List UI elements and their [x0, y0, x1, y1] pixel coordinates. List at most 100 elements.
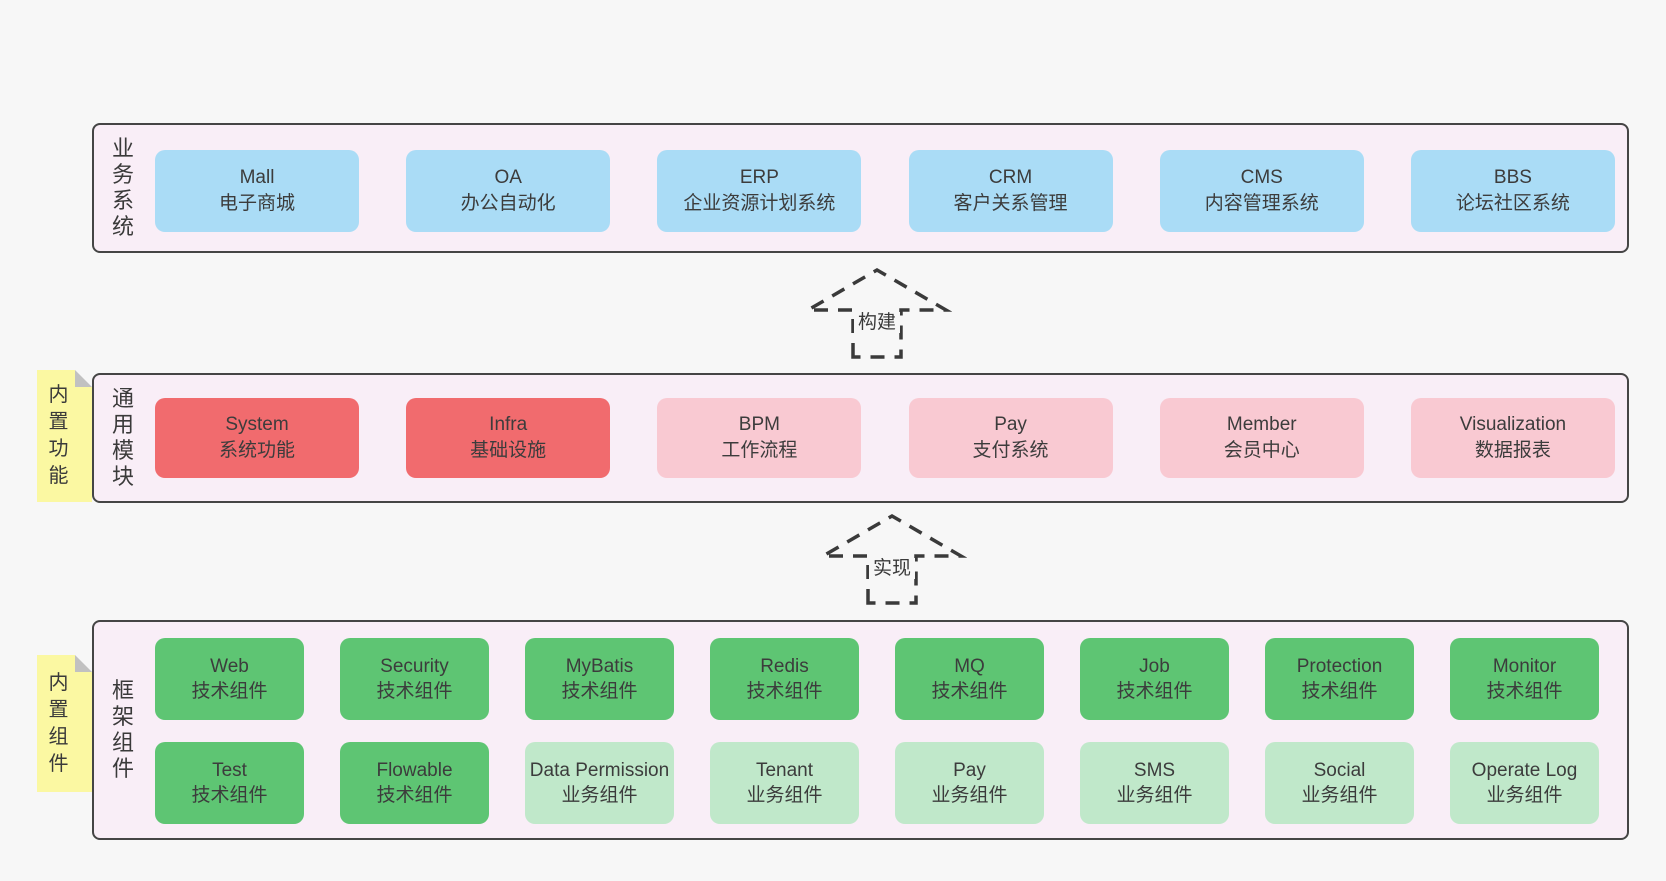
box-desc: 业务组件	[1486, 785, 1563, 806]
box-name: BBS	[1493, 167, 1532, 188]
box-bpm: BPM 工作流程	[657, 398, 862, 478]
box-erp: ERP 企业资源计划系统	[657, 150, 862, 232]
box-desc: 办公自动化	[460, 193, 556, 214]
box-visualization: Visualization 数据报表	[1410, 398, 1615, 478]
box-desc: 技术组件	[931, 681, 1008, 702]
box-desc: 系统功能	[218, 440, 295, 461]
box-desc: 论坛社区系统	[1455, 193, 1570, 214]
box-desc: 业务组件	[1116, 785, 1193, 806]
box-monitor: Monitor 技术组件	[1450, 638, 1599, 720]
box-desc: 业务组件	[1301, 785, 1378, 806]
box-name: ERP	[739, 167, 779, 188]
box-name: CRM	[988, 167, 1033, 188]
box-desc: 企业资源计划系统	[683, 193, 836, 214]
box-social: Social 业务组件	[1265, 742, 1414, 824]
box-member: Member 会员中心	[1159, 398, 1364, 478]
box-tenant: Tenant 业务组件	[710, 742, 859, 824]
box-name: Pay	[994, 414, 1027, 435]
box-desc: 内容管理系统	[1204, 193, 1319, 214]
box-name: MyBatis	[565, 656, 634, 677]
box-security: Security 技术组件	[340, 638, 489, 720]
box-desc: 客户关系管理	[953, 193, 1068, 214]
box-desc: 基础设施	[470, 440, 547, 461]
sticky-note-builtin-features: 内置功能	[37, 370, 92, 502]
box-name: Pay	[953, 760, 986, 781]
box-operate-log: Operate Log 业务组件	[1450, 742, 1599, 824]
box-redis: Redis 技术组件	[710, 638, 859, 720]
components-row-1: Web 技术组件 Security 技术组件 MyBatis 技术组件 Redis 技术组件 M…	[155, 638, 1599, 720]
box-name: Infra	[489, 414, 528, 435]
sticky-note-text: 内置组件	[48, 671, 69, 775]
box-name: OA	[494, 167, 522, 188]
arrow-build: 构建	[802, 262, 952, 359]
box-infra: Infra 基础设施	[406, 398, 611, 478]
modules-boxes-row: System 系统功能 Infra 基础设施 BPM 工作流程 Pay 支付系统 Member 会…	[155, 398, 1615, 478]
section-common-modules: 通用模块 System 系统功能 Infra 基础设施 BPM 工作流程 Pay 支付系统 Me…	[92, 373, 1629, 503]
arrow-label: 实现	[868, 558, 916, 579]
box-data-permission: Data Permission 业务组件	[525, 742, 674, 824]
box-desc: 技术组件	[191, 785, 268, 806]
box-desc: 数据报表	[1474, 440, 1551, 461]
box-cms: CMS 内容管理系统	[1159, 150, 1364, 232]
box-desc: 业务组件	[931, 785, 1008, 806]
section-label-text: 业务系统	[111, 136, 134, 239]
dashed-up-arrow-icon	[802, 267, 952, 359]
box-crm: CRM 客户关系管理	[908, 150, 1113, 232]
box-name: Data Permission	[529, 760, 670, 781]
box-system: System 系统功能	[155, 398, 359, 478]
box-sms: SMS 业务组件	[1080, 742, 1229, 824]
box-desc: 技术组件	[376, 681, 453, 702]
components-row-2: Test 技术组件 Flowable 技术组件 Data Permission 业务组件 T…	[155, 742, 1599, 824]
box-name: Test	[212, 760, 247, 781]
box-pay: Pay 业务组件	[895, 742, 1044, 824]
section-label-business: 业务系统	[94, 125, 152, 251]
box-name: Flowable	[376, 760, 453, 781]
sticky-note-text: 内置功能	[48, 384, 69, 487]
box-name: Visualization	[1459, 414, 1567, 435]
box-name: Member	[1226, 414, 1297, 435]
box-test: Test 技术组件	[155, 742, 304, 824]
box-desc: 技术组件	[1116, 681, 1193, 702]
box-desc: 支付系统	[972, 440, 1049, 461]
section-label-components: 框架组件	[94, 622, 152, 838]
folded-corner-icon	[75, 370, 92, 387]
box-mall: Mall 电子商城	[155, 150, 359, 232]
box-name: Monitor	[1492, 656, 1557, 677]
box-desc: 技术组件	[191, 681, 268, 702]
box-flowable: Flowable 技术组件	[340, 742, 489, 824]
box-name: Social	[1313, 760, 1366, 781]
box-desc: 技术组件	[561, 681, 638, 702]
box-desc: 技术组件	[746, 681, 823, 702]
box-bbs: BBS 论坛社区系统	[1410, 150, 1615, 232]
box-mybatis: MyBatis 技术组件	[525, 638, 674, 720]
arrow-label: 构建	[853, 312, 901, 333]
box-name: MQ	[954, 656, 985, 677]
dashed-up-arrow-icon	[817, 513, 967, 605]
section-framework-components: 框架组件 Web 技术组件 Security 技术组件 MyBatis 技术组件 Redis…	[92, 620, 1629, 840]
box-desc: 电子商城	[218, 193, 295, 214]
box-name: Protection	[1296, 656, 1383, 677]
section-business-systems: 业务系统 Mall 电子商城 OA 办公自动化 ERP 企业资源计划系统 CRM 客户关系管理…	[92, 123, 1629, 253]
folded-corner-icon	[75, 655, 92, 672]
box-name: Redis	[760, 656, 809, 677]
box-desc: 工作流程	[721, 440, 798, 461]
box-name: Security	[380, 656, 449, 677]
box-name: SMS	[1133, 760, 1176, 781]
arrow-implement: 实现	[817, 508, 967, 605]
box-name: Mall	[239, 167, 275, 188]
box-desc: 技术组件	[1301, 681, 1378, 702]
box-name: Web	[210, 656, 249, 677]
box-desc: 技术组件	[376, 785, 453, 806]
box-name: Tenant	[755, 760, 814, 781]
box-protection: Protection 技术组件	[1265, 638, 1414, 720]
section-label-text: 框架组件	[111, 678, 134, 781]
section-label-modules: 通用模块	[94, 375, 152, 501]
box-desc: 会员中心	[1223, 440, 1300, 461]
box-desc: 业务组件	[561, 785, 638, 806]
box-name: System	[225, 414, 289, 435]
box-job: Job 技术组件	[1080, 638, 1229, 720]
box-name: Operate Log	[1471, 760, 1578, 781]
business-boxes-row: Mall 电子商城 OA 办公自动化 ERP 企业资源计划系统 CRM 客户关系管理 CMS 内容…	[155, 150, 1615, 232]
sticky-note-builtin-components: 内置组件	[37, 655, 92, 792]
